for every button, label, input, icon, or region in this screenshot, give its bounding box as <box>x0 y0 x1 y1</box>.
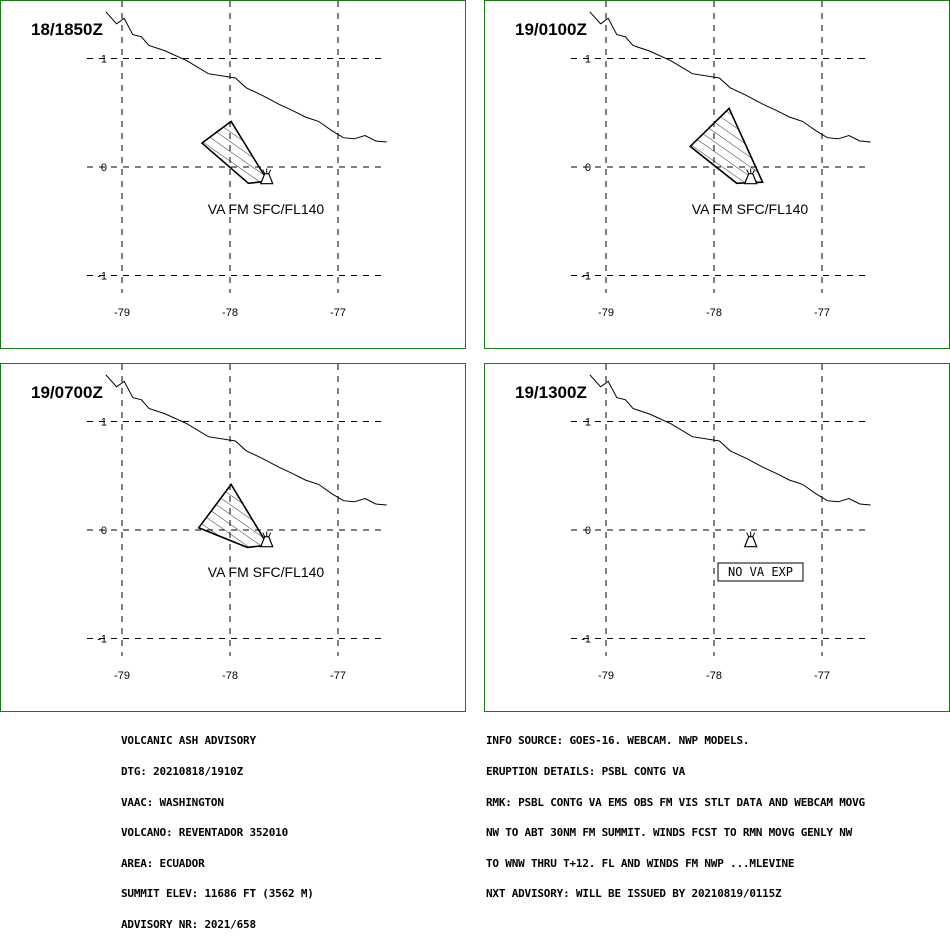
advisory-line: ERUPTION DETAILS: PSBL CONTG VA <box>486 765 686 779</box>
y-tick-label: 1 <box>585 54 591 66</box>
volcano-icon <box>259 168 274 185</box>
advisory-line: ADVISORY NR: 2021/658 <box>121 918 256 932</box>
x-tick-label: -79 <box>598 307 614 319</box>
panel-time-2: 19/0100Z <box>515 20 587 39</box>
border-line <box>589 374 871 506</box>
va-label: VA FM SFC/FL140 <box>208 201 325 217</box>
x-tick-label: -77 <box>330 307 346 319</box>
border-line <box>105 11 387 143</box>
map-panel-4: -79 -78 -77 1 0 -1 NO VA EXP 19/1300Z <box>484 363 950 712</box>
y-tick-label: -1 <box>97 271 107 283</box>
panel-time-1: 18/1850Z <box>31 20 103 39</box>
map-svg-2: -79 -78 -77 1 0 -1 VA FM SFC/FL140 <box>571 1 871 319</box>
x-tick-label: -77 <box>330 670 346 682</box>
va-label: VA FM SFC/FL140 <box>692 201 809 217</box>
x-tick-label: -79 <box>114 670 130 682</box>
x-tick-label: -77 <box>814 307 830 319</box>
x-tick-label: -79 <box>114 307 130 319</box>
y-tick-label: 1 <box>101 417 107 429</box>
panel-time-3: 19/0700Z <box>31 383 103 402</box>
advisory-line: INFO SOURCE: GOES-16. WEBCAM. NWP MODELS… <box>486 734 750 748</box>
volcano-icon <box>743 531 758 548</box>
advisory-line: AREA: ECUADOR <box>121 856 205 870</box>
advisory-line: VAAC: WASHINGTON <box>121 795 224 809</box>
advisory-line: DTG: 20210818/1910Z <box>121 765 244 779</box>
map-panel-1: -79 -78 -77 1 0 -1 VA FM SFC/FL140 18/1850Z <box>0 0 466 349</box>
border-line <box>105 374 387 506</box>
advisory-line: VOLCANIC ASH ADVISORY <box>121 734 256 748</box>
y-tick-label: -1 <box>581 634 591 646</box>
y-tick-label: -1 <box>97 634 107 646</box>
va-label: VA FM SFC/FL140 <box>208 564 325 580</box>
volcano-icon <box>259 531 274 548</box>
x-tick-label: -78 <box>222 670 238 682</box>
advisory-line: NW TO ABT 30NM FM SUMMIT. WINDS FCST TO … <box>486 826 853 840</box>
advisory-line: NXT ADVISORY: WILL BE ISSUED BY 20210819… <box>486 887 782 901</box>
x-tick-label: -79 <box>598 670 614 682</box>
x-tick-label: -78 <box>706 670 722 682</box>
y-tick-label: -1 <box>581 271 591 283</box>
advisory-line: TO WNW THRU T+12. FL AND WINDS FM NWP ..… <box>486 856 795 870</box>
no-va-box <box>717 562 804 582</box>
y-tick-label: 1 <box>101 54 107 66</box>
no-va-label: NO VA EXP <box>728 565 793 579</box>
map-svg-4: -79 -78 -77 1 0 -1 NO VA EXP <box>571 364 871 682</box>
advisory-right: INFO SOURCE: GOES-16. WEBCAM. NWP MODELS… <box>486 716 865 910</box>
map-svg-1: -79 -78 -77 1 0 -1 VA FM SFC/FL140 <box>87 1 387 319</box>
advisory-line: VOLCANO: REVENTADOR 352010 <box>121 826 288 840</box>
border-line <box>589 11 871 143</box>
ash-polygon <box>688 107 764 185</box>
advisory-left: VOLCANIC ASH ADVISORY DTG: 20210818/1910… <box>121 716 314 940</box>
ash-polygon <box>200 120 270 185</box>
advisory-line: RMK: PSBL CONTG VA EMS OBS FM VIS STLT D… <box>486 795 865 809</box>
x-tick-label: -78 <box>706 307 722 319</box>
x-tick-label: -77 <box>814 670 830 682</box>
y-tick-label: 0 <box>585 162 591 174</box>
map-panel-3: -79 -78 -77 1 0 -1 VA FM SFC/FL140 19/0700Z <box>0 363 466 712</box>
y-tick-label: 1 <box>585 417 591 429</box>
y-tick-label: 0 <box>585 525 591 537</box>
panel-time-4: 19/1300Z <box>515 383 587 402</box>
volcano-icon <box>743 168 758 185</box>
map-panel-2: -79 -78 -77 1 0 -1 VA FM SFC/FL140 19/0100Z <box>484 0 950 349</box>
y-tick-label: 0 <box>101 162 107 174</box>
y-tick-label: 0 <box>101 525 107 537</box>
map-svg-3: -79 -78 -77 1 0 -1 VA FM SFC/FL140 <box>87 364 387 682</box>
x-tick-label: -78 <box>222 307 238 319</box>
ash-polygon <box>197 482 270 549</box>
advisory-line: SUMMIT ELEV: 11686 FT (3562 M) <box>121 887 314 901</box>
